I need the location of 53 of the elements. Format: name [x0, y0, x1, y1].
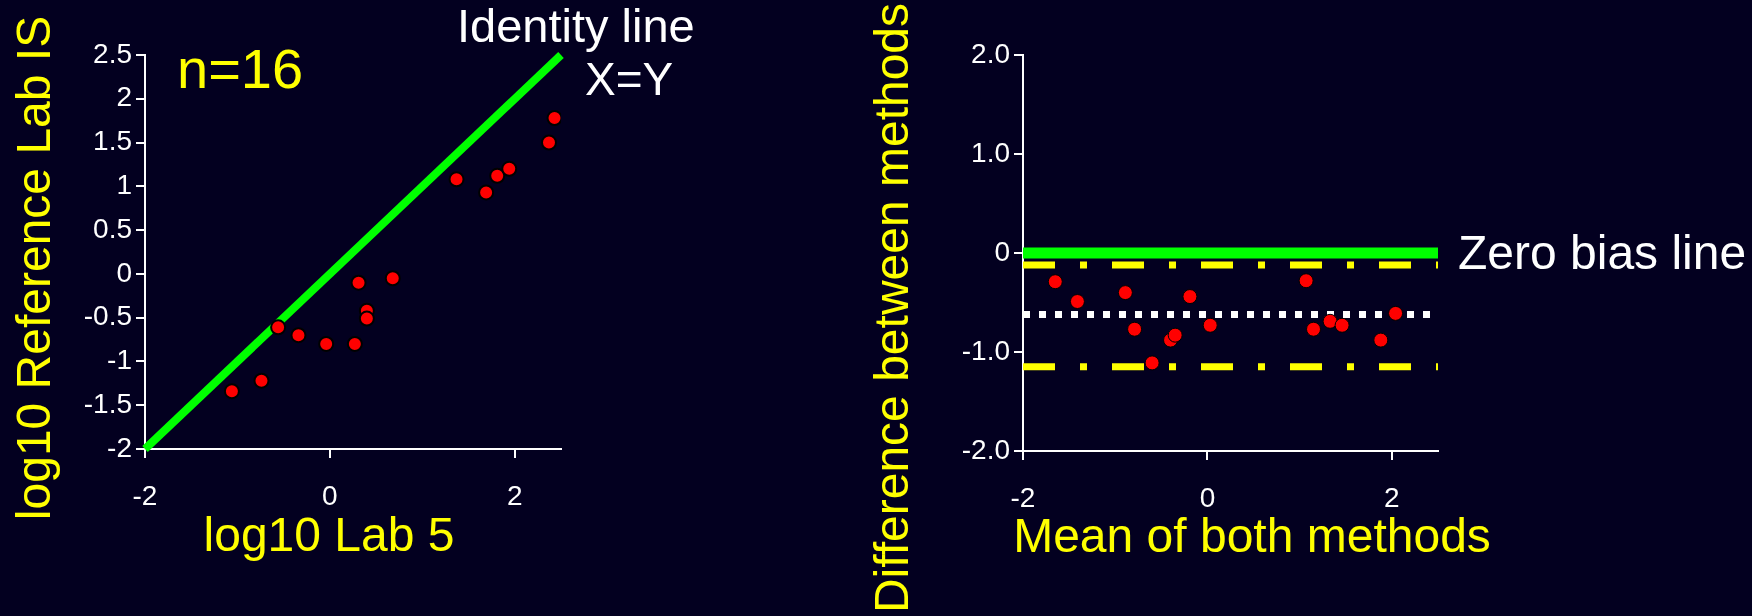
- point: [1388, 305, 1404, 321]
- ref-line-label: Zero bias line: [1458, 226, 1747, 279]
- point: [358, 310, 375, 327]
- point: [270, 319, 287, 336]
- point: [346, 335, 363, 352]
- y-axis-title: Difference between methods: [865, 2, 918, 614]
- point: [1334, 317, 1350, 333]
- point: [1069, 294, 1085, 310]
- annotation: n=16: [177, 37, 304, 100]
- y-tick-label: -0.5: [83, 300, 132, 332]
- point: [318, 335, 335, 352]
- y-tick-label: 2.0: [971, 37, 1010, 69]
- y-tick-label: 0: [994, 235, 1010, 267]
- point: [546, 110, 561, 127]
- point: [1373, 332, 1389, 348]
- point: [1182, 289, 1198, 305]
- point: [253, 372, 270, 389]
- y-tick-label: 2.5: [93, 37, 132, 69]
- y-tick-label: -1.0: [961, 334, 1010, 366]
- y-tick-label: -2.0: [961, 433, 1010, 465]
- point: [1322, 313, 1338, 329]
- y-tick-label: -2: [107, 431, 132, 463]
- x-axis-title: log10 Lab 5: [203, 508, 455, 561]
- y-tick-label: 0.5: [93, 212, 132, 244]
- y-axis-title: log10 Reference Lab IS: [7, 15, 60, 521]
- point: [448, 171, 465, 188]
- point: [350, 274, 367, 291]
- x-tick-label: 2: [506, 479, 523, 511]
- series-label: Identity line: [457, 0, 695, 52]
- y-tick-label: 1.5: [93, 125, 132, 157]
- point: [1047, 274, 1063, 290]
- point: [540, 134, 557, 151]
- point: [478, 184, 495, 201]
- point: [223, 383, 240, 400]
- point: [1117, 285, 1133, 301]
- text: X=Y: [585, 53, 674, 105]
- point: [501, 160, 518, 177]
- point: [1202, 317, 1218, 333]
- y-tick-label: 1: [116, 169, 132, 201]
- x-tick-label: 0: [322, 479, 338, 511]
- y-tick-label: 0: [116, 256, 132, 288]
- point: [384, 270, 401, 287]
- point: [1298, 273, 1314, 289]
- point: [489, 167, 506, 184]
- point: [1306, 321, 1321, 337]
- point: [290, 327, 307, 344]
- point: [1127, 321, 1143, 337]
- y-tick-label: -1: [107, 344, 132, 376]
- y-tick-label: 1.0: [971, 136, 1010, 168]
- point: [1144, 355, 1160, 371]
- y-tick-label: -1.5: [83, 387, 132, 419]
- y-tick-label: 2: [116, 81, 132, 113]
- point: [1167, 327, 1183, 343]
